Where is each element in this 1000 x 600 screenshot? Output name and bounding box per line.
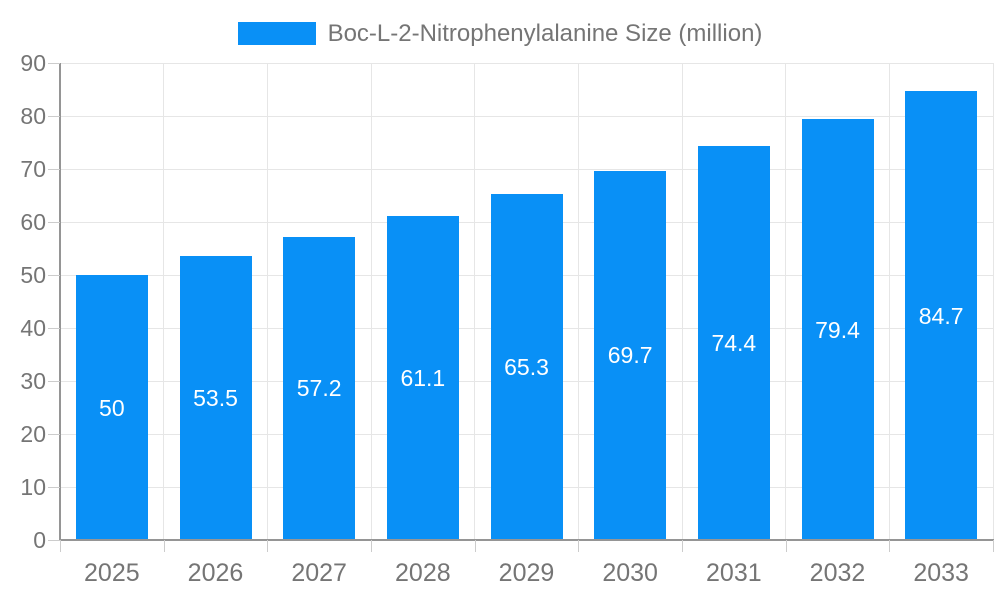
x-tick-mark bbox=[267, 540, 269, 552]
vertical-gridline bbox=[474, 63, 476, 540]
x-tick-mark bbox=[785, 540, 787, 552]
x-tick-mark bbox=[371, 540, 372, 552]
y-tick-mark bbox=[48, 222, 60, 223]
x-tick-mark bbox=[682, 540, 683, 552]
bar-2027[interactable]: 57.2 bbox=[283, 236, 356, 540]
x-tick-label: 2026 bbox=[187, 559, 244, 587]
bar-2031[interactable]: 74.4 bbox=[697, 145, 770, 540]
x-tick-label: 2030 bbox=[602, 559, 658, 587]
legend-label: Boc-L-2-Nitrophenylalanine Size (million… bbox=[327, 20, 763, 47]
x-tick-label: 2029 bbox=[498, 559, 555, 587]
vertical-gridline bbox=[266, 63, 268, 540]
horizontal-gridline bbox=[60, 168, 993, 170]
x-tick-mark bbox=[578, 540, 580, 552]
x-tick-label: 2027 bbox=[291, 559, 347, 587]
bar-2025[interactable]: 50 bbox=[75, 275, 148, 540]
y-tick-label: 0 bbox=[33, 527, 46, 553]
y-tick-label: 80 bbox=[20, 103, 46, 129]
bar-value-label: 61.1 bbox=[400, 365, 446, 392]
x-tick-label: 2032 bbox=[809, 559, 866, 587]
y-tick-mark bbox=[48, 381, 60, 382]
y-tick-mark bbox=[48, 540, 60, 541]
x-tick-mark bbox=[889, 540, 891, 552]
x-tick-mark bbox=[163, 540, 165, 552]
plot-area: 50 53.5 57.2 61.1 65.3 69.7 74.4 79.4 84.7 bbox=[59, 62, 994, 541]
vertical-gridline bbox=[370, 63, 372, 540]
y-axis-line bbox=[59, 63, 61, 540]
bar-2030[interactable]: 69.7 bbox=[594, 170, 667, 540]
y-tick-mark bbox=[48, 275, 60, 276]
vertical-gridline bbox=[888, 63, 890, 540]
y-tick-label: 40 bbox=[20, 315, 46, 341]
bar-value-label: 57.2 bbox=[296, 375, 342, 402]
bar-value-label: 65.3 bbox=[504, 353, 549, 380]
x-tick-label: 2031 bbox=[706, 559, 762, 587]
bar-2029[interactable]: 65.3 bbox=[490, 193, 563, 540]
bar-value-label: 79.4 bbox=[815, 316, 860, 343]
vertical-gridline bbox=[992, 63, 994, 540]
vertical-gridline bbox=[785, 63, 787, 540]
bar-value-label: 53.5 bbox=[193, 385, 238, 412]
x-axis-line bbox=[59, 539, 994, 541]
y-tick-label: 30 bbox=[20, 368, 46, 394]
bar-2028[interactable]: 61.1 bbox=[386, 216, 459, 540]
y-tick-label: 70 bbox=[20, 156, 46, 182]
bar-value-label: 69.7 bbox=[607, 342, 653, 369]
x-tick-mark bbox=[60, 540, 61, 552]
bar-2032[interactable]: 79.4 bbox=[801, 119, 874, 540]
bar-2033[interactable]: 84.7 bbox=[905, 91, 978, 540]
vertical-gridline bbox=[577, 63, 579, 540]
y-tick-label: 20 bbox=[20, 421, 46, 447]
bar-value-label: 84.7 bbox=[918, 302, 964, 329]
x-tick-mark bbox=[474, 540, 476, 552]
y-tick-label: 10 bbox=[20, 474, 46, 500]
y-tick-mark bbox=[48, 434, 60, 435]
y-tick-mark bbox=[48, 328, 60, 329]
y-tick-label: 50 bbox=[20, 262, 46, 288]
vertical-gridline bbox=[681, 63, 683, 540]
y-tick-mark bbox=[48, 487, 60, 488]
bar-2026[interactable]: 53.5 bbox=[179, 256, 252, 540]
legend-swatch bbox=[237, 22, 316, 45]
x-tick-label: 2033 bbox=[913, 559, 969, 587]
y-tick-mark bbox=[48, 116, 60, 117]
vertical-gridline bbox=[163, 63, 165, 540]
y-tick-mark bbox=[48, 63, 60, 64]
x-tick-label: 2028 bbox=[395, 559, 451, 587]
y-tick-mark bbox=[48, 169, 60, 170]
horizontal-gridline bbox=[60, 115, 993, 117]
y-tick-label: 60 bbox=[20, 209, 46, 235]
x-tick-mark bbox=[993, 540, 994, 552]
horizontal-gridline bbox=[60, 62, 993, 64]
bar-value-label: 74.4 bbox=[711, 329, 757, 356]
bar-value-label: 50 bbox=[99, 394, 125, 421]
legend[interactable]: Boc-L-2-Nitrophenylalanine Size (million… bbox=[0, 20, 1000, 47]
x-tick-label: 2025 bbox=[84, 559, 140, 587]
y-tick-label: 90 bbox=[20, 50, 46, 76]
